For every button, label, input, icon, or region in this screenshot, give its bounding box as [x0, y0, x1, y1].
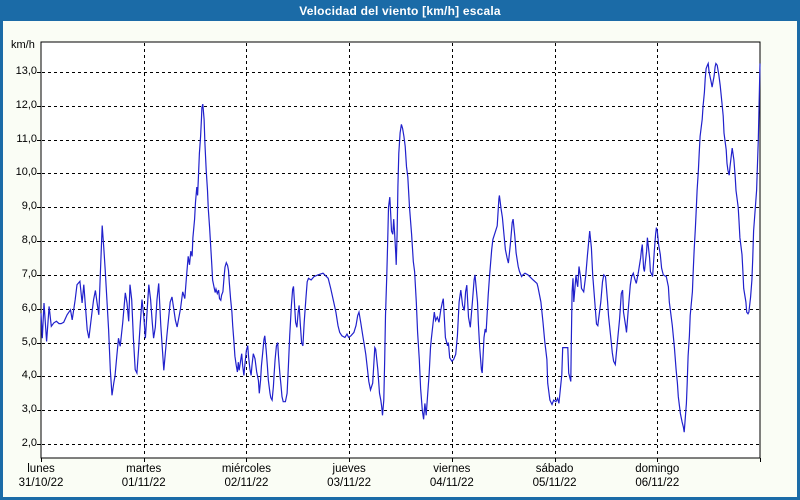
x-tick-day-label: sábado — [535, 463, 574, 475]
x-tick-date-label: 05/11/22 — [532, 477, 577, 489]
y-tick-label: 5,0 — [21, 336, 37, 348]
x-tick-date-label: 04/11/22 — [429, 477, 474, 489]
y-tick-label: 10,0 — [15, 166, 37, 178]
y-tick-label: 8,0 — [21, 234, 37, 246]
window-title: Velocidad del viento [km/h] escala — [299, 3, 501, 18]
x-tick-date-label: 06/11/22 — [635, 477, 680, 489]
x-tick-date-label: 01/11/22 — [121, 477, 166, 489]
frame-border-right — [797, 21, 800, 500]
x-tick-day-label: lunes — [27, 463, 55, 475]
x-tick-date-label: 03/11/22 — [327, 477, 372, 489]
y-tick-label: 7,0 — [21, 268, 37, 280]
y-tick-label: 2,0 — [21, 437, 37, 449]
y-axis-unit-label: km/h — [11, 39, 35, 51]
x-tick-date-label: 31/10/22 — [18, 477, 64, 489]
y-tick-label: 6,0 — [21, 302, 37, 314]
x-tick-day-label: domingo — [635, 463, 680, 475]
x-tick-date-label: 02/11/22 — [224, 477, 269, 489]
x-tick-day-label: miércoles — [221, 463, 272, 475]
wind-speed-line — [40, 61, 761, 433]
y-tick-label: 13,0 — [15, 65, 37, 77]
y-tick-label: 3,0 — [21, 403, 37, 415]
y-tick-label: 9,0 — [21, 200, 37, 212]
x-tick-day-label: jueves — [332, 463, 366, 475]
x-tick-day-label: martes — [126, 463, 162, 475]
title-bar: Velocidad del viento [km/h] escala — [0, 0, 800, 21]
y-tick-label: 11,0 — [16, 133, 37, 145]
y-tick-label: 12,0 — [15, 99, 37, 111]
frame-border-bottom — [0, 497, 800, 500]
frame-border-left — [0, 21, 3, 500]
y-tick-label: 4,0 — [21, 369, 37, 381]
plot-background — [40, 41, 761, 459]
x-tick-day-label: viernes — [433, 463, 471, 475]
